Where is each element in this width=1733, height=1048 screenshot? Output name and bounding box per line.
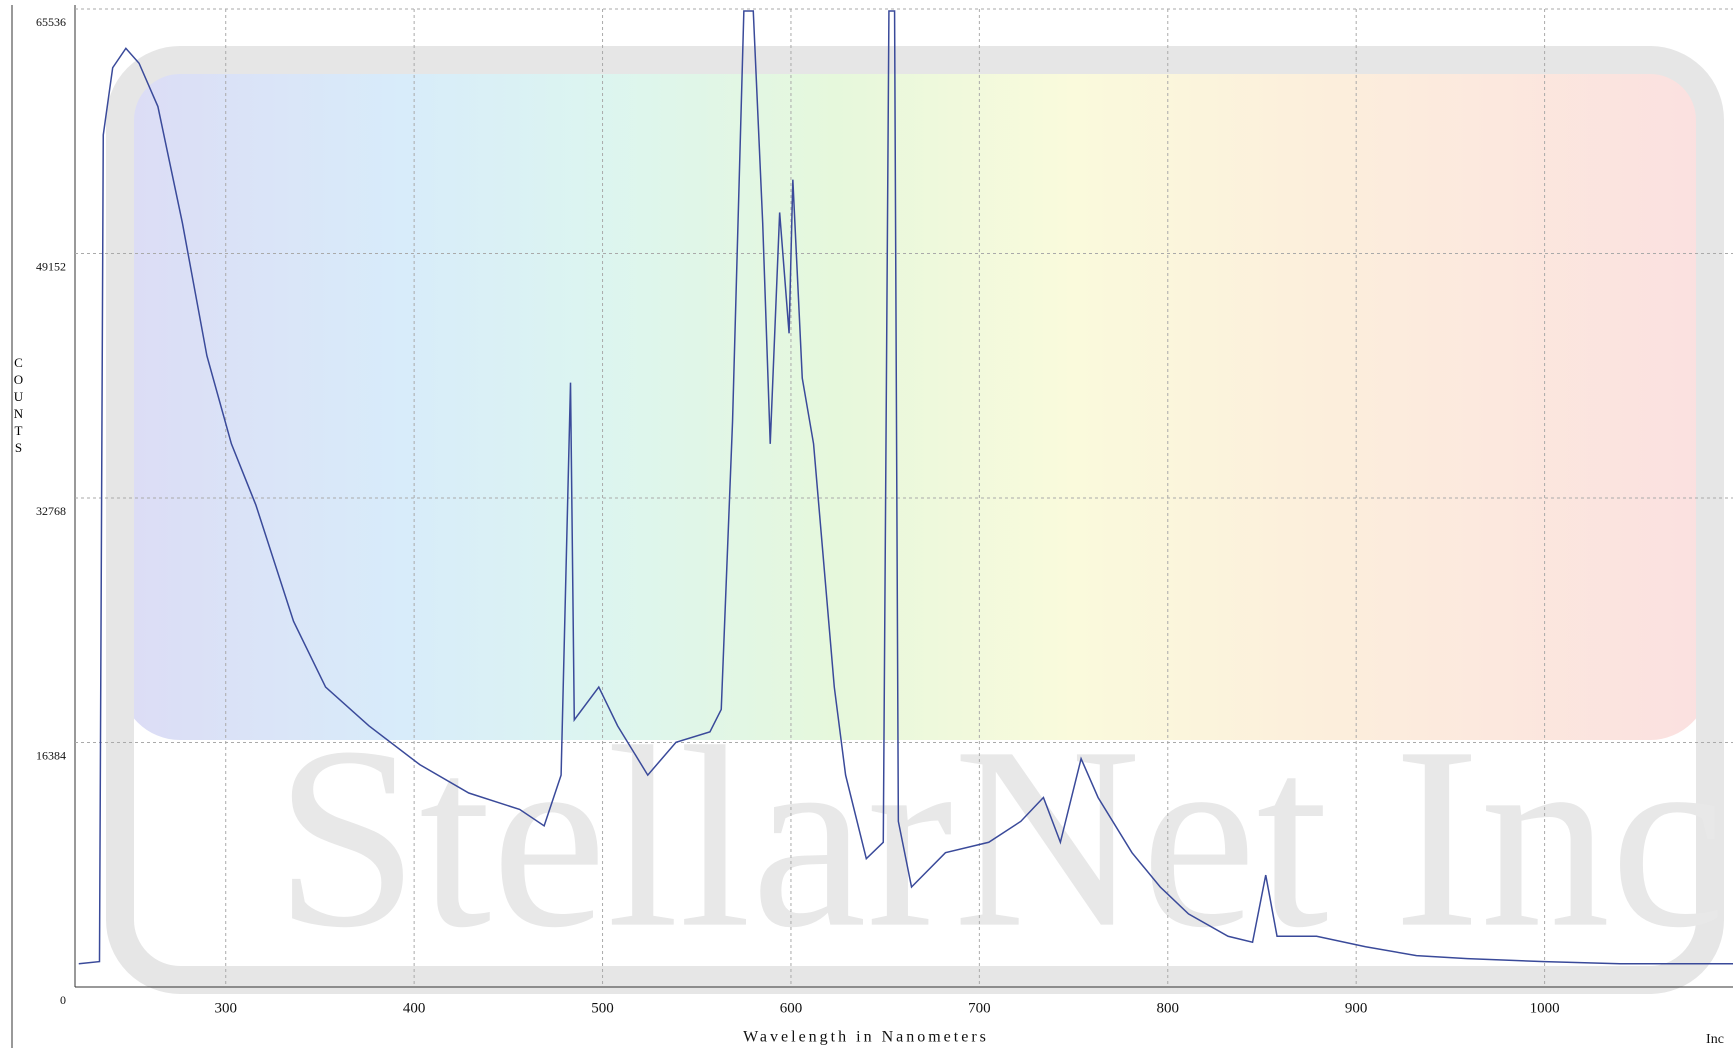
x-tick-label: 900 xyxy=(1345,1000,1368,1016)
x-tick-label: 600 xyxy=(780,1000,803,1016)
y-tick-label: 32768 xyxy=(36,504,66,518)
corner-label: Inc xyxy=(1706,1032,1724,1047)
x-axis-title: Wavelength in Nanometers xyxy=(743,1029,989,1046)
x-tick-label: 500 xyxy=(591,1000,614,1016)
y-tick-label: 16384 xyxy=(36,748,66,762)
y-tick-label: 49152 xyxy=(36,259,66,273)
watermark: StellarNet Inc xyxy=(274,694,1725,982)
x-tick-label: 400 xyxy=(403,1000,426,1016)
y-tick-label: 65536 xyxy=(36,15,66,29)
spectrum-backdrop xyxy=(120,60,1710,740)
y-axis-title: COUNTS xyxy=(11,355,26,457)
x-tick-label: 300 xyxy=(214,1000,237,1016)
x-tick-label: 700 xyxy=(968,1000,991,1016)
spectrum-line xyxy=(78,10,1733,965)
x-tick-label: 1000 xyxy=(1530,1000,1560,1016)
y-tick-label: 0 xyxy=(60,993,66,1007)
watermark-frame xyxy=(106,46,1724,994)
x-tick-label: 800 xyxy=(1157,1000,1180,1016)
